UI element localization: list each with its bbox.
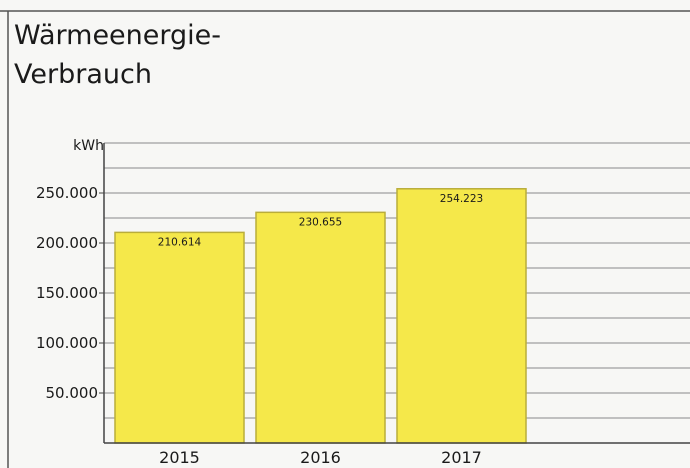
y-axis-unit-label: kWh — [73, 138, 104, 154]
bars: 210.614 230.655 254.223 — [114, 188, 527, 444]
bar-2017 — [396, 188, 527, 444]
x-tick-label-2017: 2017 — [441, 448, 482, 467]
bar-2016 — [255, 211, 386, 444]
chart-title-line-1: Wärmeenergie- — [14, 20, 221, 51]
y-tick-label: 100.000 — [36, 334, 98, 352]
bar-2015 — [114, 231, 245, 444]
y-tick-label: 50.000 — [46, 384, 99, 402]
data-label-2017: 254.223 — [440, 193, 483, 205]
data-label-2015: 210.614 — [158, 236, 202, 248]
x-tick-labels: 2015 2016 2017 — [159, 448, 482, 467]
x-tick-label-2016: 2016 — [300, 448, 341, 467]
y-tick-labels: 50.000 100.000 150.000 200.000 250.000 — [36, 184, 104, 402]
data-label-2016: 230.655 — [299, 216, 342, 228]
chart-title-line-2: Verbrauch — [14, 59, 152, 90]
y-tick-label: 200.000 — [36, 234, 98, 252]
x-tick-label-2015: 2015 — [159, 448, 200, 467]
y-tick-label: 150.000 — [36, 284, 98, 302]
y-tick-label: 250.000 — [36, 184, 98, 202]
